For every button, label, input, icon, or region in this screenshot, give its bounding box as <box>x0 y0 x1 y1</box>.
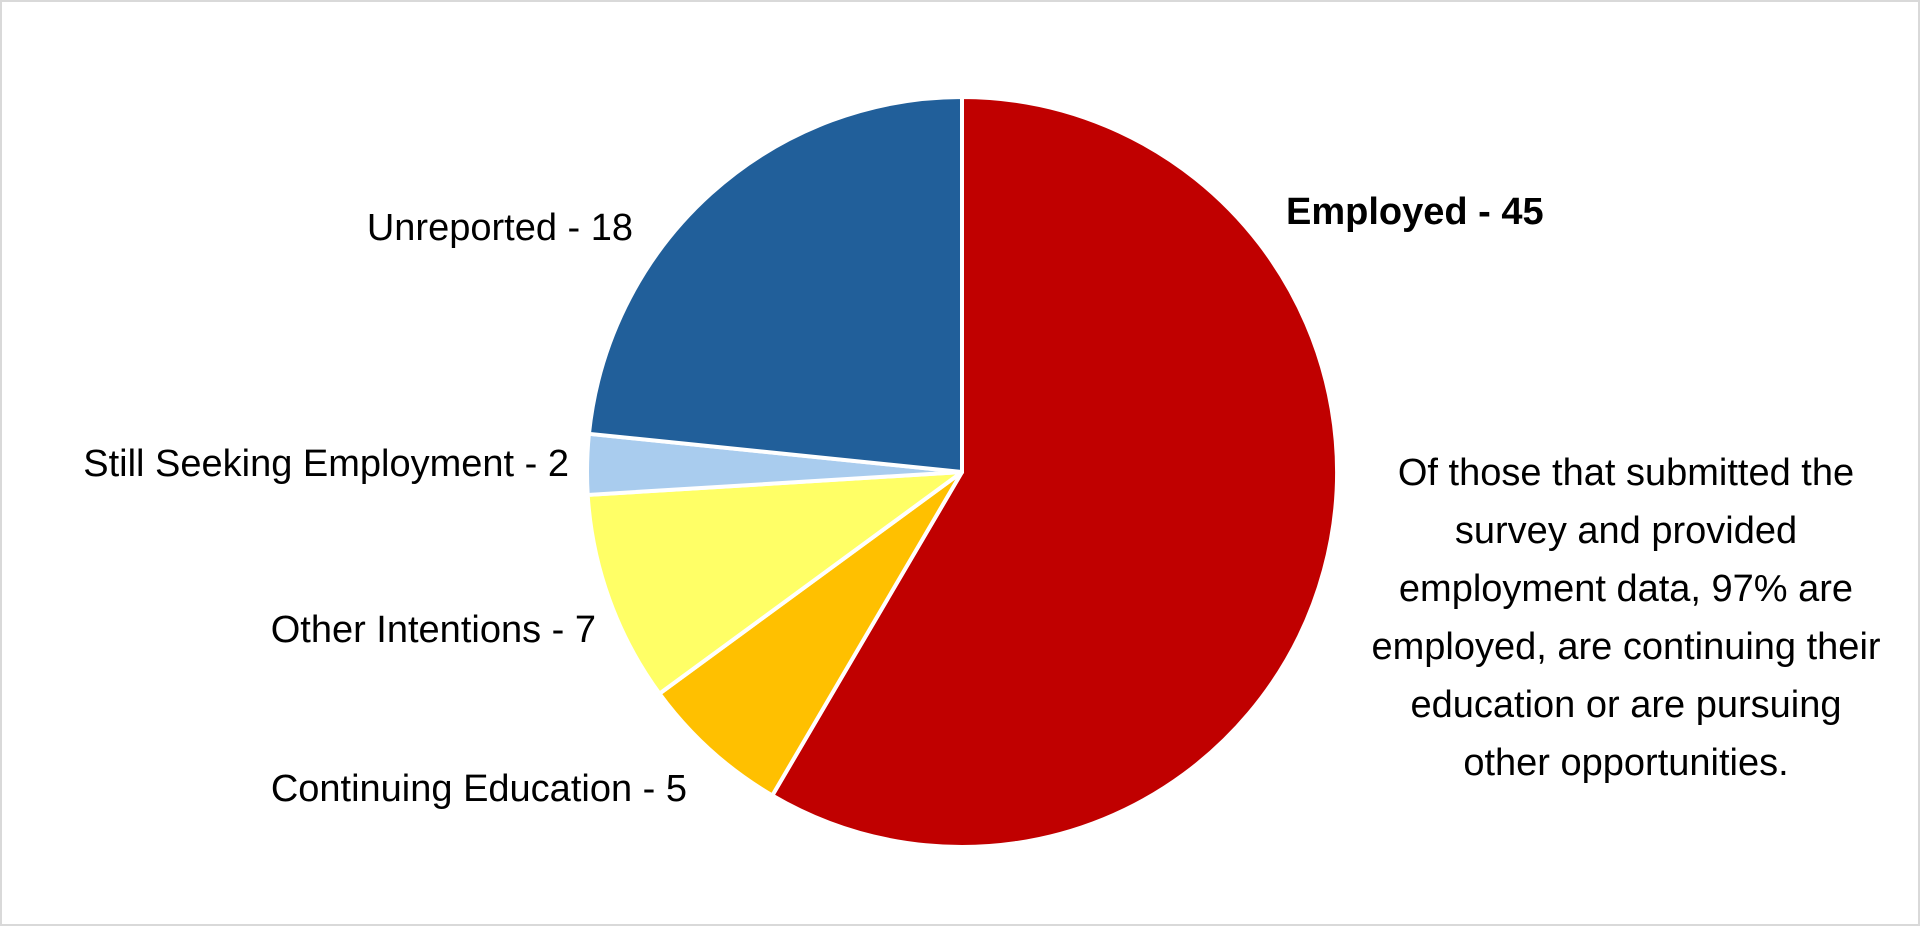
pie-slice-unreported <box>586 95 964 474</box>
chart-annotation: Of those that submitted the survey and p… <box>1371 452 1881 784</box>
slice-label-unreported: Unreported - 18 <box>367 207 633 249</box>
pie-slice-employed <box>770 95 1339 849</box>
slice-label-still-seeking-employment: Still Seeking Employment - 2 <box>83 443 569 485</box>
slice-label-continuing-education: Continuing Education - 5 <box>271 768 687 810</box>
pie-slice-continuing-education <box>657 470 964 798</box>
pie-slice-other-intentions <box>585 470 964 696</box>
slice-label-employed: Employed - 45 <box>1286 191 1544 233</box>
slice-label-other-intentions: Other Intentions - 7 <box>271 609 596 651</box>
